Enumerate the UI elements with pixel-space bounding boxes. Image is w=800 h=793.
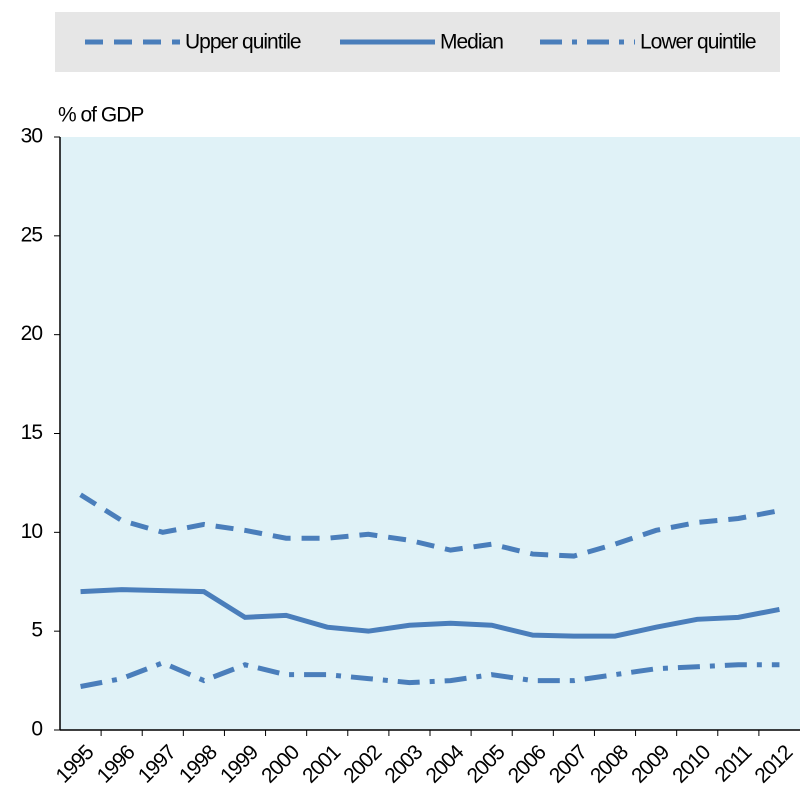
x-tick-label: 1997 xyxy=(134,741,181,788)
x-tick-label: 1999 xyxy=(216,741,263,788)
y-tick-label: 15 xyxy=(21,421,43,444)
x-tick-label: 2011 xyxy=(710,741,756,787)
x-tick-label: 2003 xyxy=(380,741,427,788)
x-tick-label: 1995 xyxy=(52,741,99,788)
y-tick-label: 30 xyxy=(21,125,43,148)
x-tick-label: 2002 xyxy=(339,741,386,788)
x-tick-label: 2000 xyxy=(257,741,304,788)
x-tick-label: 2008 xyxy=(586,741,633,788)
legend-label: Median xyxy=(440,31,503,54)
x-tick-label: 1996 xyxy=(93,741,140,788)
y-axis-label: % of GDP xyxy=(58,104,143,127)
y-tick-label: 10 xyxy=(21,520,43,543)
series-line xyxy=(79,492,780,559)
x-tick-label: 1998 xyxy=(175,741,222,788)
legend-label: Upper quintile xyxy=(185,31,301,54)
x-tick-label: 2001 xyxy=(298,741,345,788)
plot-area xyxy=(60,137,800,730)
y-tick-label: 20 xyxy=(21,322,43,345)
y-tick-label: 25 xyxy=(21,223,43,246)
x-tick-label: 2010 xyxy=(668,741,715,788)
x-tick-label: 2007 xyxy=(545,741,592,788)
x-tick-label: 2012 xyxy=(750,741,797,788)
series-line xyxy=(80,660,780,689)
y-tick-label: 5 xyxy=(31,619,42,642)
x-tick-label: 2006 xyxy=(504,741,551,788)
x-tick-label: 2004 xyxy=(422,740,469,787)
series-line xyxy=(80,587,780,639)
x-tick-label: 2009 xyxy=(627,741,674,788)
legend-label: Lower quintile xyxy=(640,31,756,54)
y-tick-label: 0 xyxy=(31,718,42,741)
x-tick-label: 2005 xyxy=(463,741,510,788)
